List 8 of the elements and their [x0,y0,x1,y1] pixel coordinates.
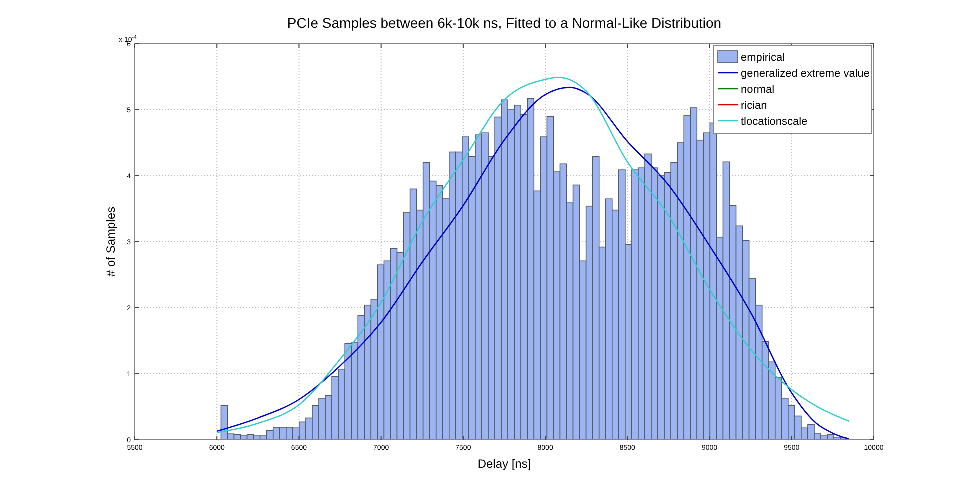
legend-label: generalized extreme value [741,68,870,80]
y-axis-title: # of Samples [104,206,118,278]
legend-label: tlocationscale [741,116,808,128]
chart-title: PCIe Samples between 6k-10k ns, Fitted to a Normal-Like Distribution [287,15,722,31]
legend-label: empirical [741,52,786,64]
legend-label: normal [741,84,775,96]
x-axis-title: Delay [ns] [478,457,532,471]
legend-label: rician [741,100,768,112]
